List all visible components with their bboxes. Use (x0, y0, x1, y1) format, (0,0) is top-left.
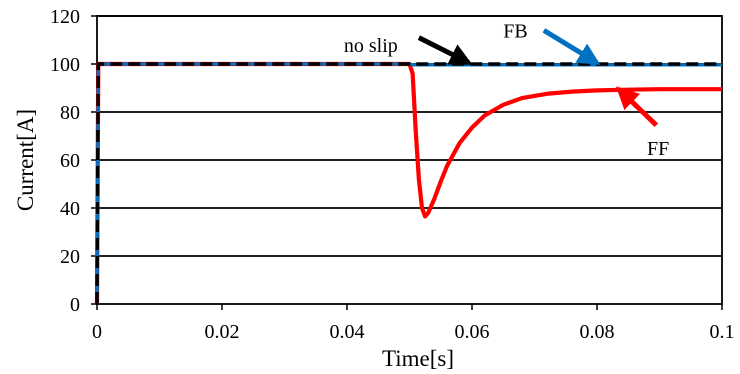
x-tick-label: 0.08 (580, 321, 615, 343)
y-tick-label: 80 (60, 102, 80, 124)
axes (91, 15, 723, 310)
series-line-no-slip (95, 62, 722, 305)
arrow-no-slip (417, 35, 473, 66)
x-tick-label: 0.1 (710, 321, 735, 343)
x-tick-label: 0.02 (205, 321, 240, 343)
y-axis-title: Current[A] (13, 109, 38, 211)
y-tick-label: 20 (60, 246, 80, 268)
y-tick-label: 60 (60, 150, 80, 172)
tick-labels: 0 20 40 60 80 100 120 0 0.02 0.04 0.06 0.08 0.1 (50, 6, 735, 343)
gridlines (97, 15, 722, 257)
annotation-label-no-slip: no slip (344, 35, 398, 57)
series-line-ff (94, 61, 722, 305)
arrow-ff (615, 86, 659, 128)
x-tick-label: 0.04 (330, 321, 365, 343)
annotations: no slip FB FF (344, 21, 669, 161)
y-tick-label: 0 (70, 294, 80, 316)
annotation-label-fb: FB (503, 21, 527, 43)
arrow-fb (542, 28, 601, 65)
series-lines (94, 61, 722, 305)
y-tick-label: 120 (50, 6, 80, 28)
y-tick-label: 40 (60, 198, 80, 220)
x-tick-label: 0 (92, 321, 102, 343)
x-tick-label: 0.06 (455, 321, 490, 343)
y-tick-label: 100 (50, 54, 80, 76)
x-axis-title: Time[s] (382, 346, 454, 371)
annotation-label-ff: FF (647, 138, 669, 160)
